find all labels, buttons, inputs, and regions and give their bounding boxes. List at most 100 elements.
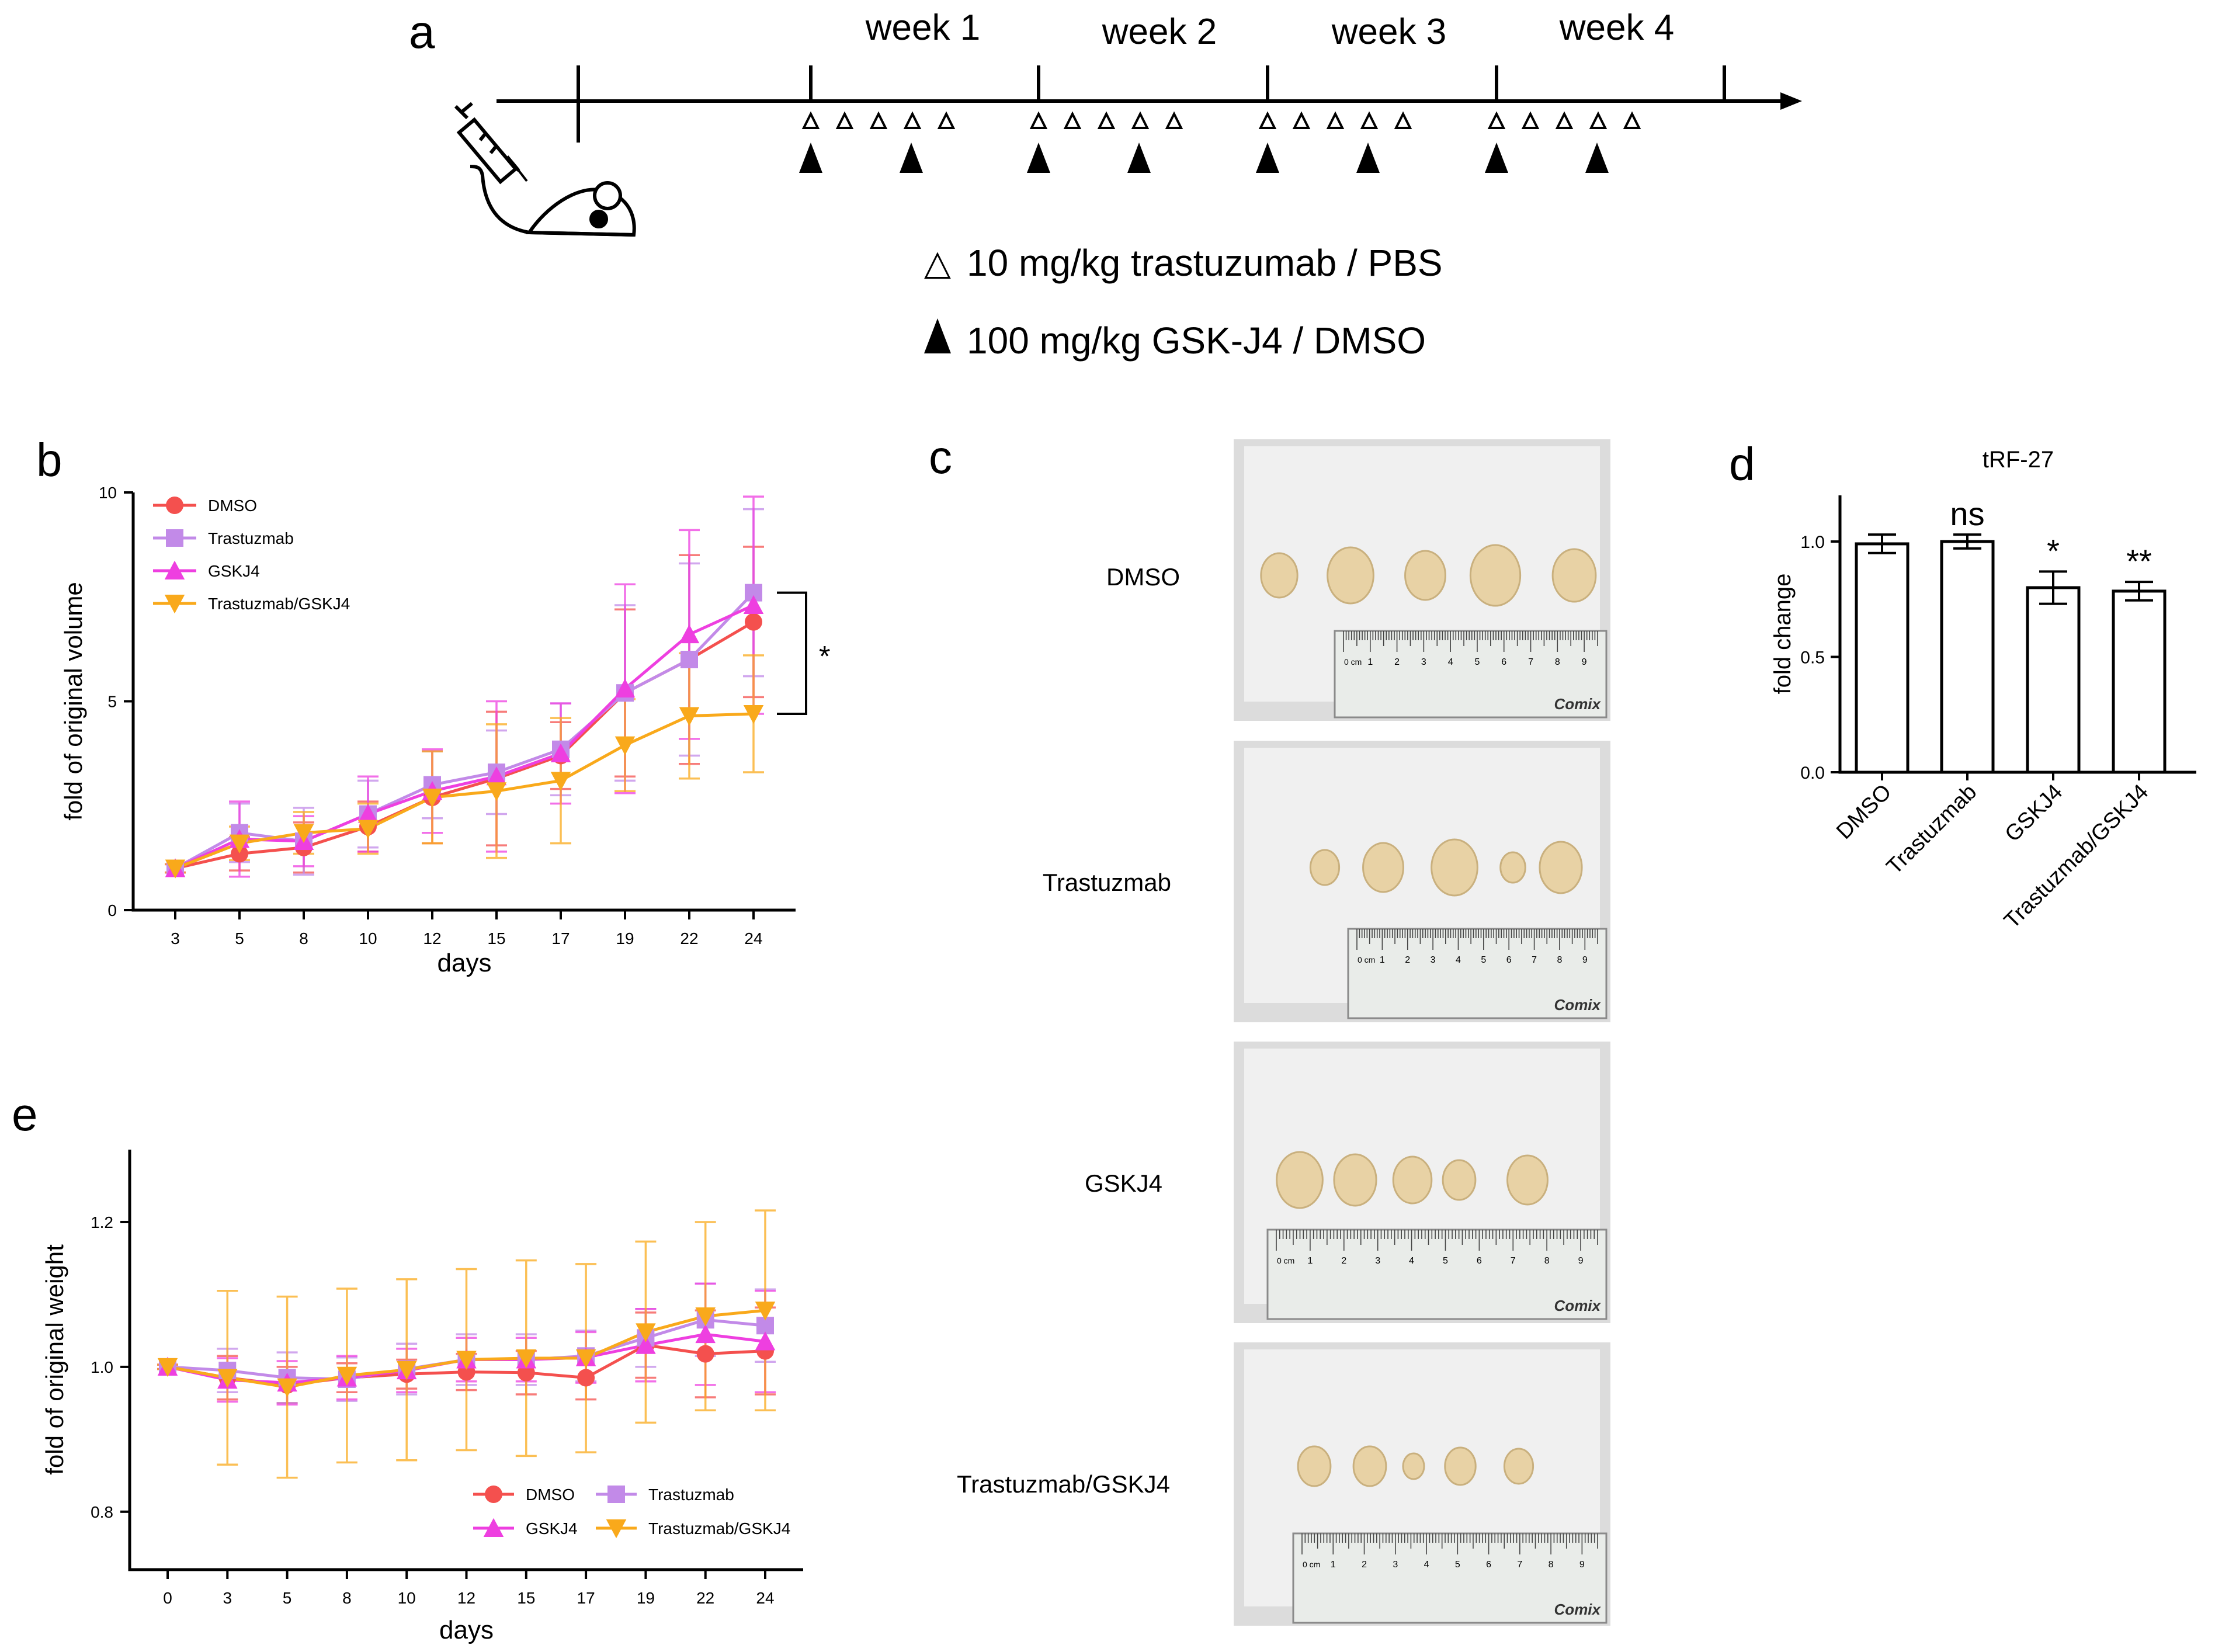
data-point [577, 1369, 595, 1387]
data-point [486, 782, 507, 801]
series-line [175, 620, 755, 870]
ruler-number: 5 [1474, 657, 1480, 667]
x-tick-label: 3 [223, 1589, 232, 1607]
open-marker-symbol: △ [924, 243, 951, 282]
ruler-number: 9 [1582, 657, 1587, 667]
ruler [1334, 630, 1608, 719]
panel-b: b 0 5 10 3 5 8 10 12 15 17 19 22 24 days fold of origi… [36, 434, 830, 977]
x-tick-label: GSKJ4 [2001, 780, 2068, 847]
data-point [681, 651, 698, 668]
legend-marker [607, 1486, 625, 1503]
week-label-4: week 4 [1559, 8, 1674, 48]
y-tick-label: 1.2 [91, 1213, 113, 1231]
ruler-number: 4 [1424, 1560, 1429, 1570]
panel-a: a week 1 [409, 6, 1802, 362]
significance-mark: * [819, 640, 830, 672]
tumor-sample [1469, 544, 1522, 607]
x-tick-label: 22 [680, 929, 698, 948]
legend-label: Trastuzmab [208, 529, 294, 547]
ruler-brand: Comix [1554, 1297, 1602, 1314]
legend-label: Trastuzmab/GSKJ4 [208, 595, 350, 613]
ruler-number: 3 [1393, 1560, 1398, 1570]
photo-label-gskj4: GSKJ4 [1085, 1169, 1162, 1197]
data-point [336, 1366, 357, 1386]
legend-label: GSKJ4 [526, 1519, 578, 1538]
x-tick-label: 10 [359, 929, 377, 948]
filled-dose-marker [900, 143, 923, 173]
open-marker-label: 10 mg/kg trastuzumab / PBS [967, 242, 1443, 284]
legend-marker [166, 497, 183, 514]
panel-e: e 0.8 1.0 1.2 0 3 5 8 10 12 15 17 19 22 24 days fold of… [12, 1088, 803, 1644]
filled-marker-label: 100 mg/kg GSK-J4 / DMSO [967, 320, 1426, 362]
ruler-number: 5 [1481, 955, 1486, 965]
open-dose-marker [801, 111, 820, 129]
error-bar [1953, 533, 1981, 550]
series-line [174, 591, 755, 870]
week-label-3: week 3 [1331, 12, 1446, 52]
ruler-brand: Comix [1554, 695, 1602, 713]
error-bar [1868, 533, 1896, 554]
x-tick-label: 15 [517, 1589, 535, 1607]
x-tick-label: 8 [299, 929, 308, 948]
x-tick-label: 3 [171, 929, 180, 948]
ruler-number: 3 [1431, 955, 1436, 965]
open-dose-marker [835, 111, 854, 129]
x-tick-label: Trastuzmab [1882, 780, 1982, 880]
chart-d: 0.0 0.5 1.0 tRF-27 fold change DMSO ns Trastuzm… [1770, 447, 2196, 933]
ruler-number: 3 [1375, 1256, 1380, 1266]
chart-e: 0.8 1.0 1.2 0 3 5 8 10 12 15 17 19 22 24 days fold of o… [41, 1150, 803, 1644]
tumor-sample [1352, 1445, 1387, 1487]
significance-mark: ns [1950, 495, 1984, 532]
week-label-1: week 1 [865, 8, 980, 48]
ruler-unit: 0 cm [1358, 955, 1375, 964]
panel-label-b: b [36, 434, 63, 486]
data-point [217, 1369, 238, 1388]
ruler-number: 7 [1532, 955, 1537, 965]
ruler-brand: Comix [1554, 996, 1602, 1014]
legend-label: Trastuzmab/GSKJ4 [648, 1519, 790, 1538]
x-tick-label: 19 [637, 1589, 655, 1607]
ruler [1266, 1228, 1608, 1320]
filled-dose-marker [1485, 143, 1508, 173]
filled-dose-marker [1027, 143, 1050, 173]
panel-label-e: e [12, 1088, 38, 1140]
tumor-sample [1431, 838, 1478, 897]
ruler-number: 1 [1380, 955, 1385, 965]
open-dose-marker [869, 111, 888, 129]
open-dose-marker [1394, 111, 1412, 129]
timeline-arrowhead [1780, 92, 1802, 110]
data-point [745, 613, 762, 631]
data-point [357, 804, 379, 823]
open-dose-marker [903, 111, 922, 129]
ruler-number: 7 [1528, 657, 1533, 667]
filled-marker-symbol [924, 318, 951, 353]
tumor-sample [1362, 842, 1404, 893]
legend-label: DMSO [526, 1486, 575, 1504]
x-tick-label: 8 [342, 1589, 352, 1607]
tumor-sample [1402, 1452, 1425, 1480]
data-point [696, 1345, 714, 1363]
ruler-number: 4 [1456, 955, 1461, 965]
panel-label-d: d [1729, 438, 1755, 490]
open-dose-marker [1326, 111, 1345, 129]
tumor-sample [1444, 1446, 1477, 1486]
ruler-number: 1 [1331, 1560, 1336, 1570]
data-point [516, 1349, 537, 1369]
ruler-number: 7 [1511, 1256, 1516, 1266]
ruler-number: 1 [1307, 1256, 1313, 1266]
data-point [636, 1323, 656, 1342]
x-tick-label: Trastuzmab/GSKJ4 [1999, 780, 2153, 933]
y-tick-label: 1.0 [91, 1358, 113, 1376]
data-point [695, 1307, 716, 1327]
legend-marker [166, 529, 183, 547]
error-bar [2039, 570, 2067, 605]
tumor-sample [1392, 1155, 1433, 1205]
open-dose-marker [1258, 111, 1277, 129]
data-point [614, 678, 636, 698]
x-tick-label: 15 [487, 929, 505, 948]
tumor-sample [1499, 851, 1526, 884]
data-point [157, 1358, 178, 1377]
ruler-number: 6 [1477, 1256, 1482, 1266]
legend-marker [483, 1518, 504, 1537]
